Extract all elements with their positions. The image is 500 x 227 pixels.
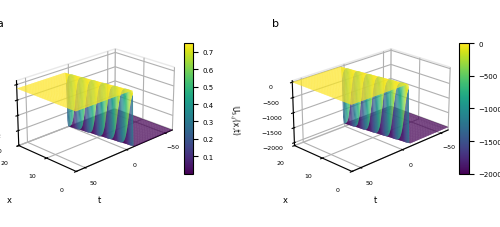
Text: x: x (282, 195, 288, 204)
Text: a: a (0, 19, 4, 29)
Text: t: t (98, 195, 102, 204)
Text: b: b (272, 19, 279, 29)
Text: x: x (6, 195, 12, 204)
Text: t: t (374, 195, 377, 204)
